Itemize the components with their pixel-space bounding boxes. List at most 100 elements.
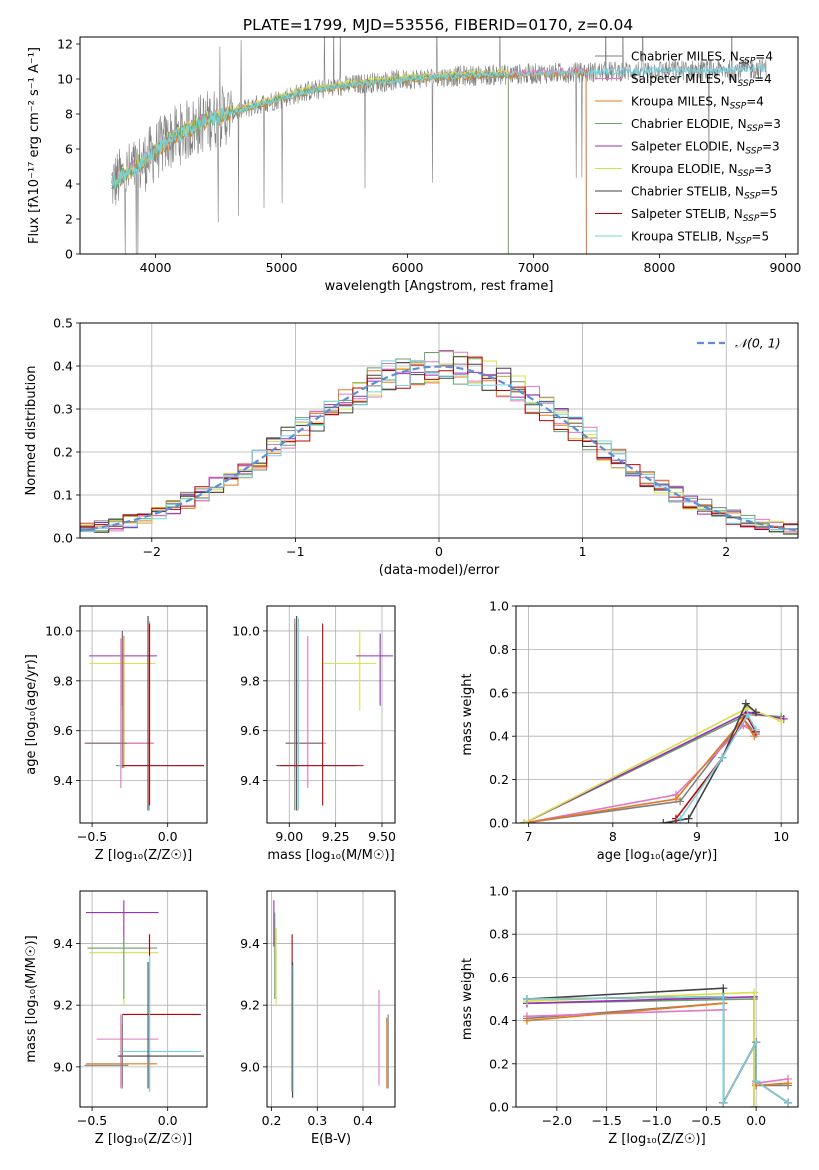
plot-area	[84, 615, 204, 811]
model-spectrum-line	[111, 65, 767, 189]
model-spectrum-line	[111, 71, 509, 254]
y-tick-label: 10.0	[45, 623, 73, 638]
y-tick-label: 1.0	[489, 884, 509, 899]
x-tick-label: 0.4	[353, 1113, 373, 1128]
axes-frame	[79, 890, 208, 1108]
y-tick-label: 9.4	[53, 936, 73, 951]
weight-marker	[522, 995, 531, 1003]
y-tick-label: 9.6	[240, 723, 260, 738]
x-tick-label: 4000	[140, 260, 172, 275]
x-tick-label: 9.00	[275, 829, 303, 844]
y-tick-label: 9.0	[53, 1059, 73, 1074]
weight-marker	[719, 984, 728, 993]
y-tick-label: 6	[65, 142, 73, 157]
legend-label-sub: SSP	[730, 102, 747, 112]
legend-label-sub: SSP	[735, 237, 752, 247]
weight-line	[526, 995, 789, 1104]
y-tick-label: 9.0	[240, 1059, 260, 1074]
legend-label: Kroupa STELIB, NSSP=5	[631, 230, 769, 247]
weight-marker	[719, 1098, 728, 1107]
weight-marker	[750, 732, 759, 741]
x-tick-label: 9	[693, 829, 701, 844]
x-tick-label: 2	[722, 544, 730, 559]
x-tick-label: −0.5	[77, 829, 107, 844]
legend-label-sub: SSP	[744, 192, 761, 202]
axes-frame	[79, 36, 799, 255]
legend-label-sub: SSP	[739, 57, 756, 67]
weight-marker	[743, 710, 752, 719]
y-tick-label: 1.0	[489, 599, 509, 614]
panel-age-vs-mass: 9.00 9.25 9.50 9.4 9.6 9.8 10.0 mass [log₁₀(M/M…	[232, 605, 396, 863]
x-axis-label: Z [log₁₀(Z/Z☉)]	[95, 1132, 192, 1147]
legend-label: Chabrier MILES, NSSP=4	[631, 50, 773, 67]
y-tick-label: 0.0	[53, 531, 73, 546]
plot-area	[273, 900, 389, 1098]
x-tick-label: 5000	[266, 260, 298, 275]
legend-label-sub: SSP	[747, 124, 764, 134]
weight-marker	[752, 1038, 761, 1047]
legend-label-text: Chabrier ELODIE, N	[631, 117, 747, 131]
residuals-legend: 𝒩(0, 1)	[697, 336, 781, 351]
panel-mass-vs-z: −0.5 0.0 9.0 9.2 9.4 Z [log₁₀(Z/Z☉)] mass [log…	[24, 890, 208, 1147]
legend-label-text: Salpeter ELODIE, N	[631, 140, 745, 154]
y-tick-label: 9.8	[53, 673, 73, 688]
x-tick-label: 0	[435, 544, 443, 559]
x-axis-label: mass [log₁₀(M/M☉)]	[267, 848, 394, 863]
y-tick-label: 0.2	[53, 445, 73, 460]
y-tick-label: 9.8	[240, 673, 260, 688]
legend-label-text: Kroupa STELIB, N	[631, 230, 735, 244]
x-tick-label: 8000	[644, 260, 676, 275]
legend-label: Chabrier STELIB, NSSP=5	[631, 185, 778, 202]
weight-marker	[777, 717, 786, 726]
y-tick-label: 8	[65, 107, 73, 122]
y-tick-label: 0.4	[489, 729, 509, 744]
x-tick-label: −0.5	[77, 1113, 107, 1128]
weight-marker	[522, 1016, 531, 1025]
legend-label-tail: =4	[754, 72, 772, 86]
panel-age-vs-z: −0.5 0.0 9.4 9.6 9.8 10.0 Z [log₁₀(Z/Z☉)] age […	[24, 605, 208, 863]
y-axis-label: age [log₁₀(age/yr)]	[24, 654, 39, 775]
y-tick-label: 0.5	[53, 316, 73, 331]
grid	[80, 606, 207, 823]
weight-marker	[684, 814, 693, 823]
x-tick-label: −1.5	[591, 1113, 621, 1128]
legend-label-tail: =4	[746, 95, 764, 109]
weight-marker	[741, 699, 750, 708]
weight-marker	[784, 1079, 793, 1088]
weight-line	[524, 717, 755, 823]
legend-label-tail: =5	[759, 207, 777, 221]
y-tick-label: 0.4	[53, 359, 73, 374]
x-tick-label: 0.0	[158, 829, 178, 844]
legend-label: 𝒩(0, 1)	[735, 336, 781, 351]
grid	[80, 891, 207, 1107]
panel-weight-vs-z: −2.0 −1.5 −1.0 −0.5 0.0 0.0 0.2 0.4 0.6 0.8 1.0 Z […	[460, 884, 799, 1147]
x-tick-label: 9.50	[368, 829, 396, 844]
weight-marker	[751, 725, 760, 734]
legend-label: Salpeter MILES, NSSP=4	[631, 72, 772, 89]
y-tick-label: 10	[57, 72, 73, 87]
legend-label-tail: =3	[762, 140, 780, 154]
y-tick-label: 0.1	[53, 488, 73, 503]
y-tick-label: 0.6	[489, 970, 509, 985]
y-tick-label: 10.0	[232, 623, 260, 638]
legend-label: Kroupa MILES, NSSP=4	[631, 95, 764, 112]
panel-residuals: −2 −1 0 1 2 0.0 0.1 0.2 0.3 0.4 0.5 (data-model)/er…	[24, 316, 799, 578]
y-tick-label: 4	[65, 177, 73, 192]
y-axis-label: mass [log₁₀(M/M☉)]	[24, 935, 39, 1062]
plot-area	[80, 350, 798, 535]
x-tick-label: 9000	[769, 260, 801, 275]
grid	[267, 606, 395, 823]
y-tick-label: 9.4	[240, 773, 260, 788]
legend-label-text: Salpeter MILES, N	[631, 72, 738, 86]
y-tick-label: 0.6	[489, 685, 509, 700]
x-tick-label: 8	[609, 829, 617, 844]
x-axis-label: (data-model)/error	[379, 563, 500, 578]
plot-area	[520, 699, 788, 823]
legend-label-text: Salpeter STELIB, N	[631, 207, 743, 221]
legend-label-sub: SSP	[743, 214, 760, 224]
y-tick-label: 9.4	[240, 936, 260, 951]
panel-weight-vs-age: 7 8 9 10 0.0 0.2 0.4 0.6 0.8 1.0 age [log₁₀(age/yr…	[460, 599, 799, 863]
y-axis-label: Flux [fλ10⁻¹⁷ erg cm⁻² s⁻¹ A⁻¹]	[27, 47, 42, 244]
axes-frame	[266, 890, 396, 1108]
legend-label-text: Chabrier STELIB, N	[631, 185, 744, 199]
